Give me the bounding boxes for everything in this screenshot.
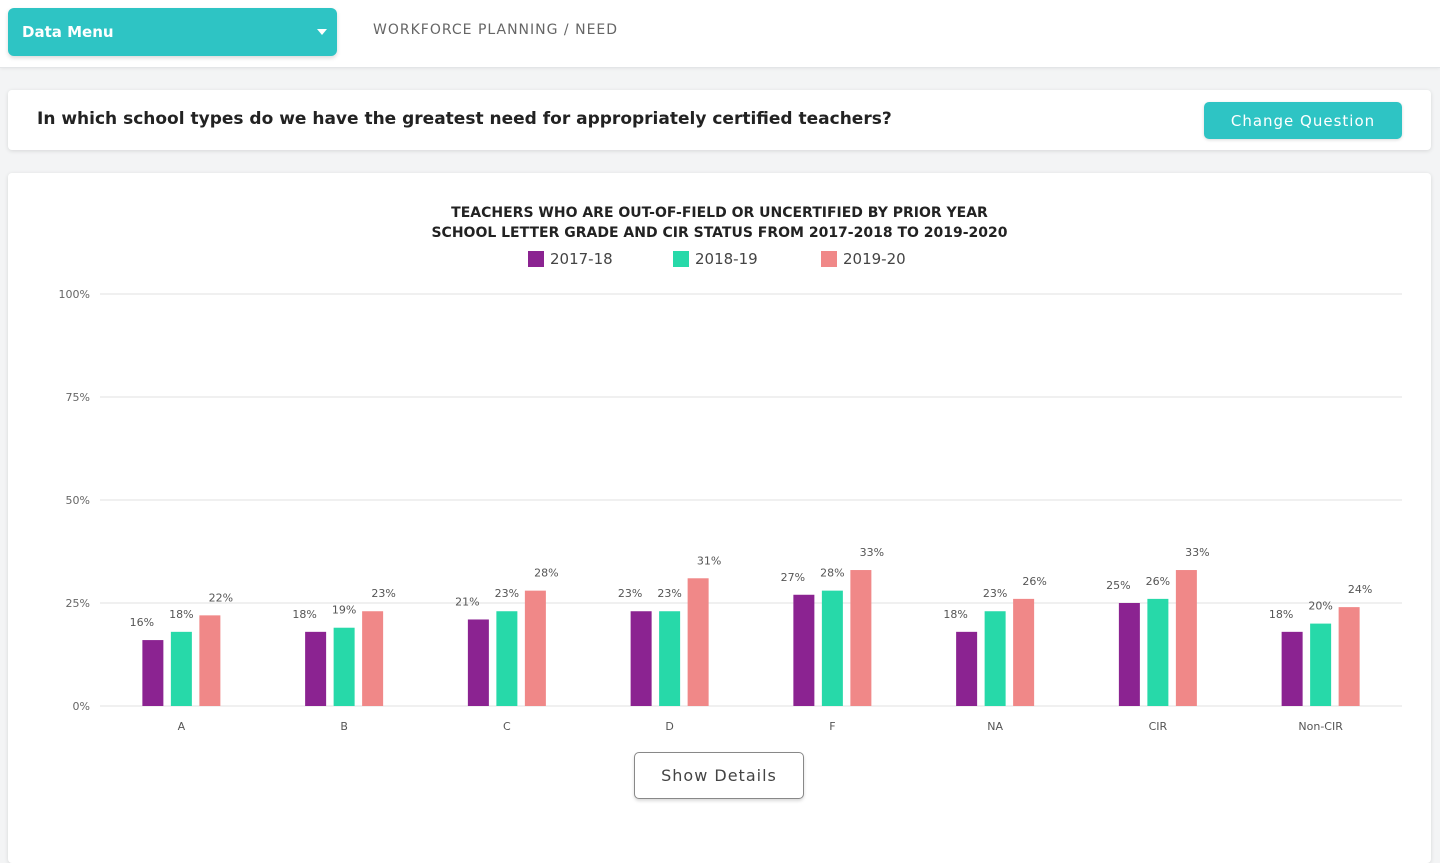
bar (362, 611, 384, 706)
data-label: 23% (618, 587, 642, 600)
legend-label: 2019-20 (843, 250, 906, 268)
legend-swatch (821, 251, 837, 267)
legend-label: 2018-19 (695, 250, 758, 268)
data-label: 31% (697, 554, 721, 567)
bar (1175, 570, 1197, 706)
bar (793, 594, 815, 706)
data-label: 33% (1185, 546, 1209, 559)
breadcrumb: WORKFORCE PLANNING / NEED (373, 22, 619, 38)
bar (1147, 598, 1169, 706)
x-tick-label: A (178, 720, 186, 733)
bar (199, 615, 221, 706)
bar (1338, 607, 1360, 706)
data-label: 23% (495, 587, 519, 600)
data-label: 26% (1146, 575, 1170, 588)
bar (305, 631, 327, 706)
top-bar: Data Menu WORKFORCE PLANNING / NEED (0, 0, 1440, 68)
bar (659, 611, 681, 706)
data-label: 27% (781, 571, 805, 584)
x-tick-label: D (665, 720, 673, 733)
data-label: 28% (820, 567, 844, 580)
bar (170, 631, 192, 706)
bar (333, 627, 355, 706)
bar (984, 611, 1006, 706)
data-label: 23% (657, 587, 681, 600)
y-tick-label: 75% (66, 391, 90, 404)
question-text: In which school types do we have the gre… (37, 109, 892, 129)
bar (850, 570, 872, 706)
caret-down-icon (317, 29, 327, 35)
bar (142, 640, 164, 706)
show-details-button[interactable]: Show Details (634, 752, 804, 799)
y-tick-label: 100% (59, 288, 90, 301)
bar (956, 631, 978, 706)
bar (1310, 623, 1332, 706)
data-label: 25% (1106, 579, 1130, 592)
y-tick-label: 0% (73, 700, 90, 713)
data-label: 23% (983, 587, 1007, 600)
y-tick-label: 50% (66, 494, 90, 507)
bar (467, 619, 489, 706)
x-tick-label: CIR (1149, 720, 1168, 733)
data-label: 19% (332, 604, 356, 617)
question-card: In which school types do we have the gre… (8, 90, 1431, 150)
data-label: 18% (169, 608, 193, 621)
x-tick-label: C (503, 720, 511, 733)
data-label: 28% (534, 567, 558, 580)
data-menu-label: Data Menu (22, 23, 114, 41)
chart-title: TEACHERS WHO ARE OUT-OF-FIELD OR UNCERTI… (451, 205, 988, 221)
data-label: 16% (130, 616, 154, 629)
bar (524, 590, 546, 706)
x-tick-label: B (340, 720, 348, 733)
data-label: 18% (943, 608, 967, 621)
data-label: 21% (455, 595, 479, 608)
change-question-button[interactable]: Change Question (1204, 102, 1402, 139)
bar (630, 611, 652, 706)
legend-swatch (528, 251, 544, 267)
legend-swatch (673, 251, 689, 267)
chart-subtitle: SCHOOL LETTER GRADE AND CIR STATUS FROM … (431, 225, 1008, 241)
bar-chart: 0% 25% 50% 75% 100% 2017-18 2018-19 2019-20 A 16%… (59, 250, 1402, 733)
chart-title-block: TEACHERS WHO ARE OUT-OF-FIELD OR UNCERTI… (8, 203, 1431, 243)
bar (1118, 603, 1140, 706)
data-label: 23% (371, 587, 395, 600)
data-label: 22% (209, 591, 233, 604)
bar (1281, 631, 1303, 706)
data-label: 18% (1269, 608, 1293, 621)
data-menu-dropdown[interactable]: Data Menu (8, 8, 337, 56)
x-tick-label: F (829, 720, 835, 733)
legend-label: 2017-18 (550, 250, 613, 268)
data-label: 20% (1308, 600, 1332, 613)
data-label: 18% (292, 608, 316, 621)
bar (821, 590, 843, 706)
y-tick-label: 25% (66, 597, 90, 610)
data-label: 24% (1348, 583, 1372, 596)
data-label: 26% (1022, 575, 1046, 588)
chart-card: TEACHERS WHO ARE OUT-OF-FIELD OR UNCERTI… (8, 173, 1431, 863)
bar (496, 611, 518, 706)
x-tick-label: NA (987, 720, 1003, 733)
data-label: 33% (860, 546, 884, 559)
bar (1013, 598, 1035, 706)
x-tick-label: Non-CIR (1298, 720, 1343, 733)
bar (687, 578, 709, 706)
